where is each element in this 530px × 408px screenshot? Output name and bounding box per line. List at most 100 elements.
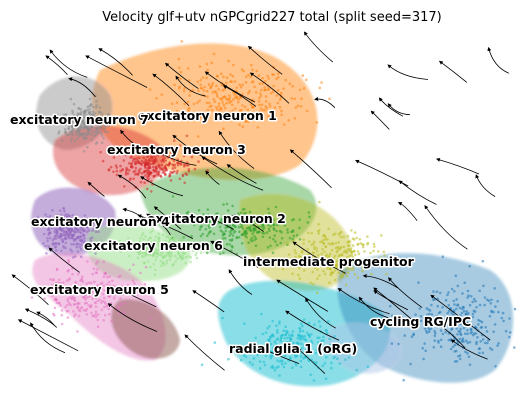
scatter-point (146, 175, 149, 179)
scatter-point (59, 232, 62, 236)
scatter-point (205, 101, 209, 105)
scatter-point (67, 124, 71, 128)
scatter-point (287, 253, 291, 256)
scatter-point (232, 98, 235, 101)
scatter-point (161, 233, 165, 237)
scatter-point (291, 229, 295, 232)
scatter-point (302, 242, 305, 245)
scatter-point (461, 323, 465, 326)
scatter-point (212, 52, 216, 56)
scatter-point (259, 94, 263, 98)
scatter-point (470, 330, 474, 334)
scatter-point (59, 209, 62, 213)
scatter-point (276, 101, 280, 105)
scatter-point (200, 219, 203, 222)
scatter-point (76, 112, 79, 115)
scatter-point (361, 269, 364, 273)
scatter-point (269, 354, 272, 358)
scatter-point (322, 269, 325, 273)
scatter-point (200, 251, 203, 255)
scatter-point (328, 337, 331, 341)
scatter-point (77, 308, 81, 312)
scatter-point (246, 120, 250, 123)
scatter-point (258, 96, 261, 100)
scatter-point (83, 240, 86, 243)
scatter-point (235, 235, 239, 239)
scatter-point (168, 238, 172, 241)
scatter-point (175, 109, 179, 113)
scatter-point (450, 287, 454, 291)
scatter-point (59, 235, 63, 238)
scatter-point (30, 296, 34, 299)
scatter-point (197, 89, 200, 92)
velocity-streamline (122, 207, 147, 221)
scatter-point (60, 322, 64, 326)
scatter-point (69, 130, 72, 134)
scatter-point (93, 225, 97, 228)
scatter-point (199, 244, 202, 248)
scatter-point (268, 102, 271, 106)
scatter-point (244, 75, 248, 79)
scatter-point (137, 244, 140, 247)
scatter-point (426, 326, 430, 329)
scatter-point (119, 164, 122, 168)
scatter-point (306, 331, 309, 335)
scatter-point (71, 256, 75, 259)
scatter-point (333, 263, 337, 267)
scatter-point (73, 139, 77, 142)
scatter-point (256, 126, 260, 129)
scatter-point (195, 251, 198, 255)
velocity-streamline (303, 31, 334, 63)
scatter-point (42, 232, 46, 236)
scatter-point (68, 120, 71, 124)
scatter-point (350, 251, 354, 254)
scatter-point (72, 114, 76, 117)
scatter-point (146, 238, 150, 242)
scatter-point (72, 102, 76, 106)
scatter-point (479, 340, 483, 343)
scatter-point (88, 107, 91, 111)
scatter-point (87, 281, 91, 285)
scatter-point (237, 100, 240, 104)
scatter-point (276, 329, 279, 332)
scatter-point (173, 166, 177, 169)
scatter-point (89, 305, 93, 309)
scatter-point (171, 245, 174, 249)
scatter-point (437, 341, 440, 344)
scatter-point (428, 312, 431, 316)
scatter-point (432, 298, 435, 302)
scatter-point (337, 254, 341, 258)
scatter-point (215, 106, 218, 109)
scatter-point (157, 232, 160, 236)
velocity-streamline (45, 55, 68, 76)
scatter-point (332, 256, 336, 260)
scatter-point (305, 352, 309, 356)
scatter-point (126, 284, 130, 287)
scatter-point (91, 110, 95, 113)
velocity-streamline (438, 60, 468, 83)
scatter-point (296, 104, 300, 108)
scatter-point (184, 261, 188, 265)
velocity-streamline (107, 303, 158, 332)
scatter-point (222, 75, 225, 79)
scatter-point (62, 281, 65, 284)
scatter-point (374, 256, 377, 260)
scatter-point (454, 307, 458, 311)
scatter-point (127, 162, 131, 165)
scatter-point (136, 159, 139, 162)
scatter-point (439, 345, 443, 349)
scatter-point (150, 159, 153, 162)
scatter-point (217, 88, 220, 91)
scatter-point (154, 268, 157, 272)
scatter-point (232, 231, 236, 234)
scatter-point (241, 227, 245, 230)
velocity-streamline (148, 147, 197, 166)
scatter-point (59, 249, 63, 253)
scatter-point (173, 150, 176, 154)
scatter-point (272, 366, 275, 370)
scatter-point (91, 314, 95, 318)
scatter-point (178, 87, 181, 90)
scatter-point (217, 105, 221, 108)
scatter-point (44, 213, 47, 216)
scatter-point (356, 243, 359, 246)
